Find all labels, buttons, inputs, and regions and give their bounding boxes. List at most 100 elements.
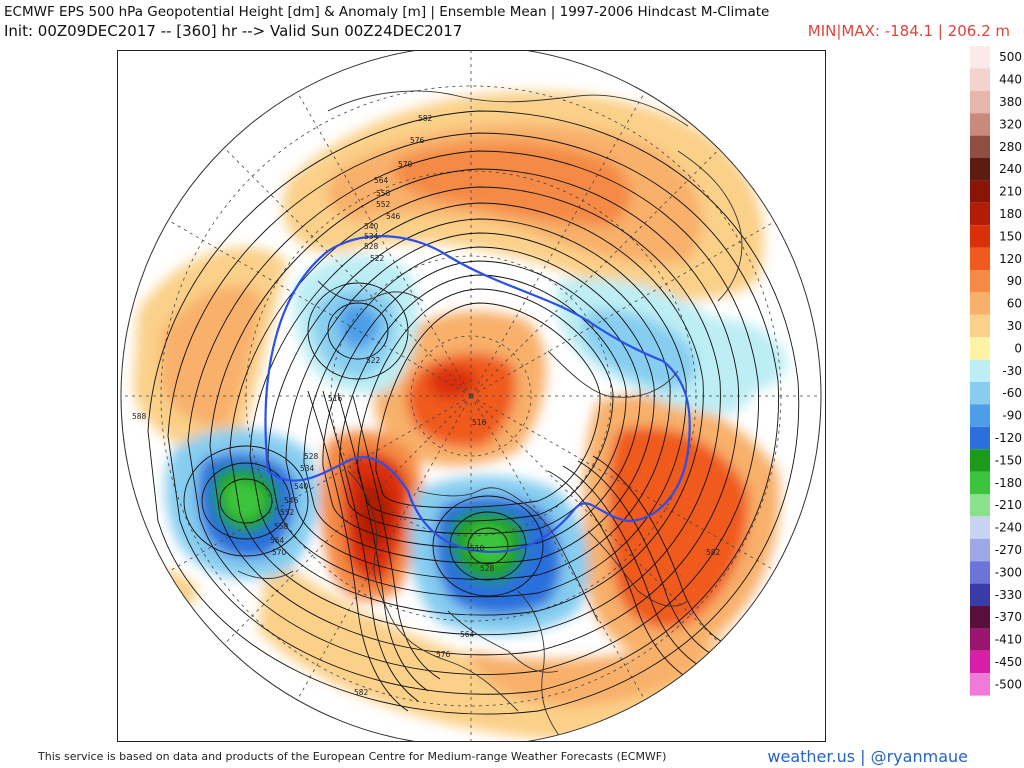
contour-label: 570 xyxy=(398,160,413,169)
contour-label: 564 xyxy=(460,630,475,639)
contour-label: 564 xyxy=(374,176,389,185)
legend-label: -90 xyxy=(1002,409,1022,423)
legend-label: -210 xyxy=(995,498,1022,512)
legend-swatch xyxy=(970,538,990,562)
contour-label: 516 xyxy=(472,418,487,427)
contour-label: 582 xyxy=(354,688,369,697)
legend-swatch xyxy=(970,46,990,69)
credit-separator: | xyxy=(855,747,871,766)
map-dome-edge xyxy=(120,51,822,741)
contour-label: 582 xyxy=(706,548,721,557)
contour-label: 528 xyxy=(364,242,379,251)
negative-anomaly-aleutian-max xyxy=(223,479,266,522)
contour-label: 576 xyxy=(410,136,425,145)
legend-label: -450 xyxy=(995,655,1022,669)
negative-anomaly-pacific-small xyxy=(141,571,198,612)
contour-label: 552 xyxy=(280,508,295,517)
contour-label: 528 xyxy=(480,564,495,573)
contour-label: 558 xyxy=(376,189,391,198)
legend-label: 210 xyxy=(999,185,1022,199)
legend-swatch xyxy=(970,494,990,517)
positive-anomaly-north-core2 xyxy=(393,142,631,226)
legend-swatch xyxy=(970,90,990,114)
contour-labels: 582 576 570 564 558 552 546 540 534 528 … xyxy=(132,114,721,697)
legend-label: 380 xyxy=(999,95,1022,109)
negative-anomaly-hudson-max xyxy=(466,524,511,566)
legend-swatch xyxy=(970,180,990,203)
legend-label: -120 xyxy=(995,431,1022,445)
legend-label: -150 xyxy=(995,453,1022,467)
legend-label: -370 xyxy=(995,610,1022,624)
contour-label: 576 xyxy=(436,650,451,659)
positive-anomaly-south-core xyxy=(468,631,710,706)
contour-label: 516 xyxy=(328,394,343,403)
ecmwf-attribution: This service is based on data and produc… xyxy=(38,750,667,763)
legend-swatch xyxy=(970,650,990,674)
legend-label: 90 xyxy=(1007,274,1022,288)
legend-swatch xyxy=(970,449,990,472)
legend-swatch xyxy=(970,270,990,293)
anomaly-color-legend: 500 440 380 320 280 240 210 180 150 120 90 60 30 0 -30… xyxy=(970,46,1024,696)
legend-swatch xyxy=(970,404,990,427)
contour-label: 558 xyxy=(274,522,289,531)
min-max-readout: MIN|MAX: -184.1 | 206.2 m xyxy=(807,22,1010,40)
legend-label: 280 xyxy=(999,140,1022,154)
init-valid-line: Init: 00Z09DEC2017 -- [360] hr --> Valid… xyxy=(4,22,463,40)
contour-label: 534 xyxy=(364,232,379,241)
legend-swatch xyxy=(970,292,990,315)
polar-stereographic-map: 582 576 570 564 558 552 546 540 534 528 … xyxy=(120,51,822,741)
contour-label: 564 xyxy=(270,536,285,545)
contour-label: 540 xyxy=(294,482,309,491)
legend-swatch xyxy=(970,516,990,539)
legend-swatch xyxy=(970,673,990,696)
contour-label: 546 xyxy=(386,212,401,221)
legend-label: 120 xyxy=(999,252,1022,266)
legend-swatch xyxy=(970,561,990,584)
legend-swatch xyxy=(970,314,990,338)
positive-anomaly-alaska-max xyxy=(357,480,393,552)
legend-swatch xyxy=(970,583,990,606)
legend-swatch xyxy=(970,158,990,181)
legend-swatch xyxy=(970,628,990,651)
site-credit: weather.us | @ryanmaue xyxy=(767,747,968,766)
negative-anomaly-siberia-max xyxy=(338,303,380,349)
legend-label: -300 xyxy=(995,565,1022,579)
contour-label: 534 xyxy=(300,464,315,473)
legend-label: 60 xyxy=(1007,297,1022,311)
twitter-handle[interactable]: @ryanmaue xyxy=(870,747,968,766)
legend-swatch xyxy=(970,247,990,270)
negative-anomaly-east xyxy=(697,318,788,393)
legend-label: -500 xyxy=(995,677,1022,691)
contour-label: 528 xyxy=(304,452,319,461)
legend-label: -270 xyxy=(995,543,1022,557)
contour-label: 552 xyxy=(376,200,391,209)
legend-label: 0 xyxy=(1014,341,1022,355)
legend-swatch xyxy=(970,426,990,450)
contour-label: 588 xyxy=(132,412,147,421)
legend-label: 500 xyxy=(999,50,1022,64)
contour-label: 522 xyxy=(370,254,385,263)
legend-label: 30 xyxy=(1007,319,1022,333)
legend-swatch xyxy=(970,337,990,360)
legend-label: 440 xyxy=(999,73,1022,87)
legend-label: 320 xyxy=(999,117,1022,131)
legend-label: -330 xyxy=(995,588,1022,602)
contour-label: 510 xyxy=(470,544,485,553)
legend-label: -30 xyxy=(1002,364,1022,378)
contour-label: 540 xyxy=(364,222,379,231)
positive-anomaly-west-pacific-core xyxy=(160,286,263,427)
highlight-contour-540 xyxy=(264,235,691,553)
legend-swatch xyxy=(970,202,990,226)
chart-title: ECMWF EPS 500 hPa Geopotential Height [d… xyxy=(4,4,770,20)
legend-swatch xyxy=(970,113,990,136)
legend-swatch xyxy=(970,359,990,382)
contour-label: 582 xyxy=(418,114,433,123)
coastlines xyxy=(237,90,743,741)
legend-swatch xyxy=(970,68,990,91)
contour-label: 522 xyxy=(366,356,381,365)
legend-swatch xyxy=(970,135,990,158)
site-link[interactable]: weather.us xyxy=(767,747,856,766)
legend-label: -60 xyxy=(1002,386,1022,400)
legend-swatch xyxy=(970,382,990,405)
legend-label: -180 xyxy=(995,476,1022,490)
